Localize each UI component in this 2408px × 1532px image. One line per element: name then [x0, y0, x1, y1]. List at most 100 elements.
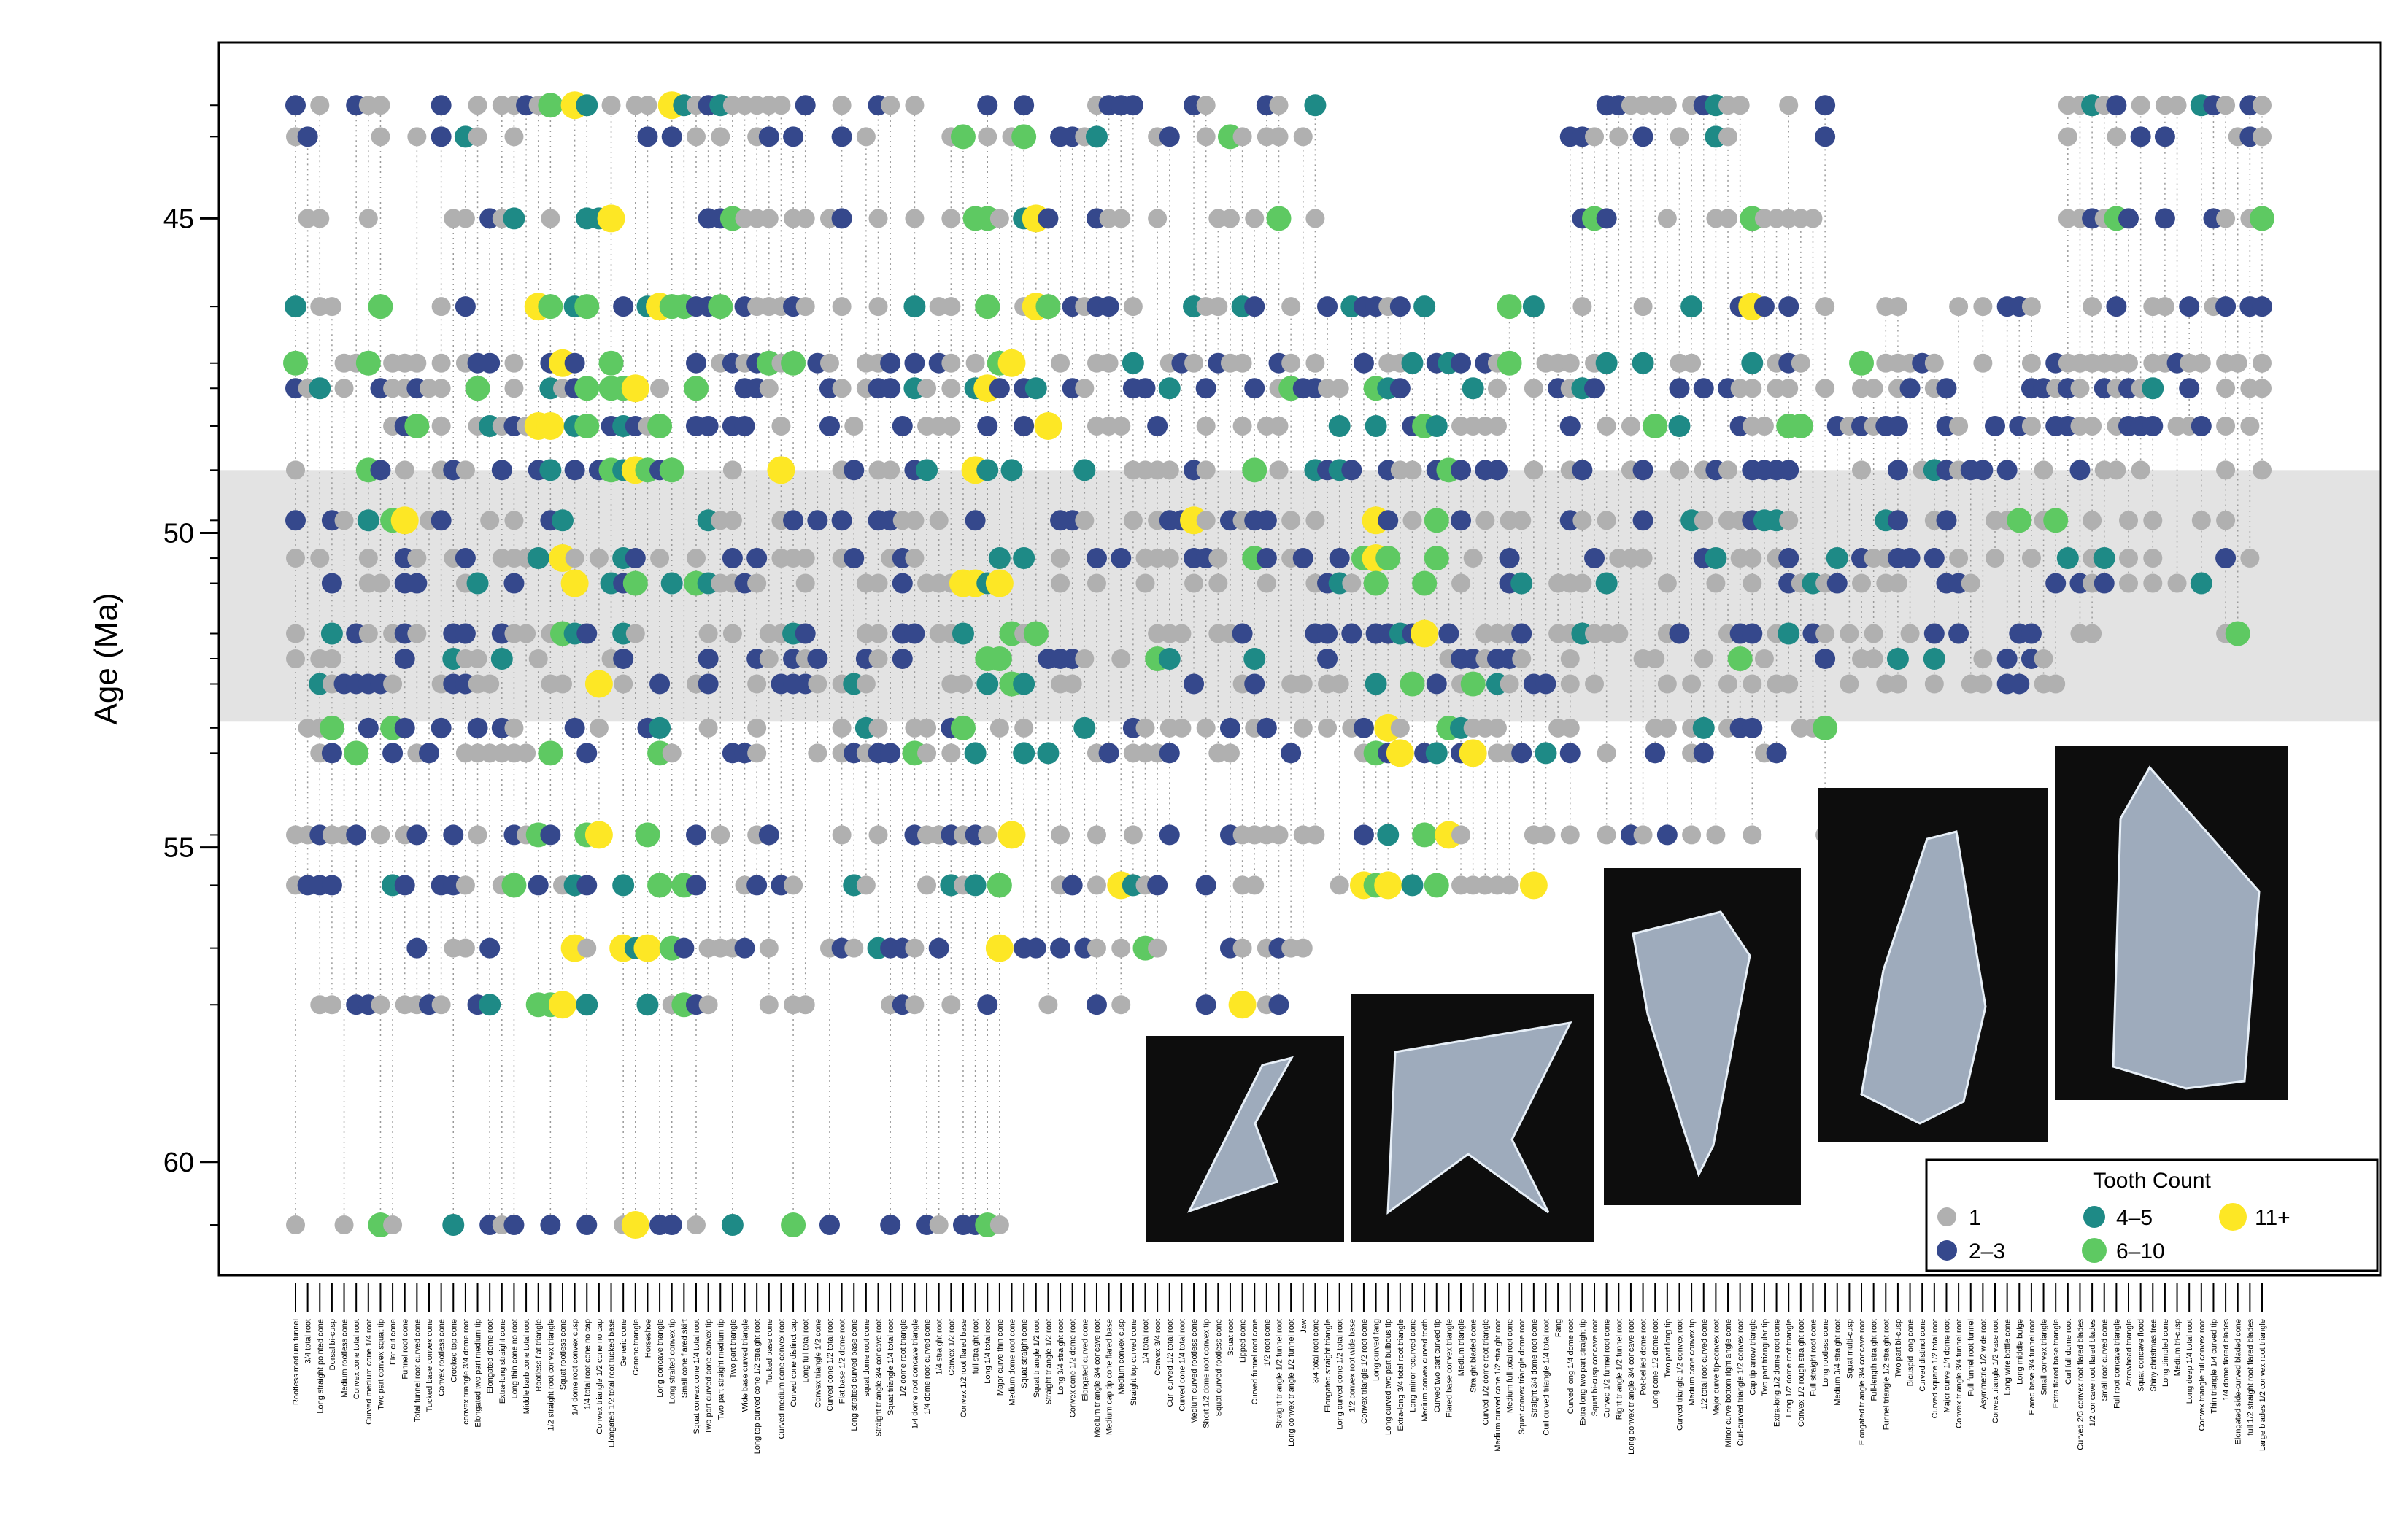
- y-tick-label: 60: [163, 1148, 194, 1178]
- occurrence-point: [1779, 96, 1799, 115]
- occurrence-point: [2107, 460, 2126, 480]
- category-label: Long 3/4 straight root: [1057, 1319, 1065, 1395]
- occurrence-point: [358, 209, 378, 228]
- category-label: Curved cone distinct cap: [790, 1319, 798, 1407]
- occurrence-point: [758, 824, 779, 846]
- occurrence-point: [1572, 297, 1592, 317]
- occurrence-point: [576, 94, 598, 117]
- category-label: Squat triangle 1/4 total root: [887, 1319, 895, 1415]
- occurrence-point: [1669, 378, 1690, 399]
- occurrence-point: [2106, 95, 2127, 116]
- occurrence-point: [1535, 673, 1556, 695]
- occurrence-point: [576, 875, 598, 896]
- occurrence-point: [633, 934, 662, 962]
- occurrence-point: [1668, 414, 1691, 437]
- occurrence-point: [1864, 624, 1883, 643]
- occurrence-point: [771, 416, 791, 436]
- occurrence-point: [1585, 674, 1605, 694]
- occurrence-point: [1438, 623, 1459, 644]
- category-label: 1/4 dome flared blades: [2222, 1319, 2231, 1401]
- occurrence-point: [1840, 674, 1859, 694]
- occurrence-point: [1135, 378, 1156, 399]
- occurrence-point: [880, 378, 901, 399]
- occurrence-point: [285, 295, 306, 318]
- occurrence-point: [880, 743, 901, 764]
- category-label: Long 1/4 total root: [984, 1319, 992, 1384]
- occurrence-point: [286, 624, 305, 643]
- occurrence-point: [1147, 415, 1168, 436]
- occurrence-point: [2179, 296, 2200, 317]
- x-axis: Rootless medium funnel 3/4 total root Long…: [292, 1283, 2267, 1455]
- occurrence-point: [844, 416, 864, 436]
- occurrence-point: [659, 457, 684, 483]
- occurrence-point: [564, 460, 585, 481]
- occurrence-point: [455, 875, 475, 895]
- occurrence-point: [1330, 379, 1349, 398]
- category-label: Rootless flat triangle: [535, 1319, 544, 1392]
- occurrence-point: [1743, 674, 1762, 694]
- occurrence-point: [501, 873, 527, 898]
- occurrence-point: [1803, 209, 1823, 228]
- occurrence-point: [2119, 573, 2139, 593]
- occurrence-point: [1232, 416, 1252, 436]
- occurrence-point: [1305, 825, 1325, 845]
- category-label: 1/4 straight root: [935, 1319, 944, 1374]
- category-label: 1/2 root cone: [1263, 1319, 1272, 1366]
- occurrence-point: [989, 209, 1009, 228]
- occurrence-point: [1459, 739, 1487, 767]
- occurrence-point: [1023, 621, 1049, 646]
- category-label: Curved distinct cone: [1918, 1319, 1927, 1392]
- occurrence-point: [1317, 296, 1338, 317]
- occurrence-point: [625, 624, 645, 643]
- occurrence-point: [1220, 743, 1240, 763]
- occurrence-point: [1680, 295, 1703, 318]
- occurrence-point: [2154, 126, 2175, 147]
- occurrence-point: [1075, 511, 1095, 530]
- occurrence-point: [2034, 460, 2053, 480]
- occurrence-point: [1923, 623, 1945, 644]
- occurrence-point: [2043, 508, 2069, 533]
- occurrence-point: [1936, 510, 1957, 531]
- occurrence-point: [1377, 824, 1400, 846]
- occurrence-point: [1633, 297, 1653, 317]
- occurrence-point: [584, 670, 613, 698]
- occurrence-point: [686, 127, 706, 147]
- occurrence-point: [1536, 825, 1556, 845]
- occurrence-point: [1123, 511, 1143, 530]
- occurrence-point: [2107, 127, 2126, 147]
- occurrence-point: [1424, 546, 1449, 571]
- occurrence-point: [734, 937, 755, 959]
- occurrence-point: [2106, 296, 2127, 317]
- category-label: Lipped cone: [1239, 1319, 1248, 1363]
- occurrence-point: [383, 1215, 403, 1235]
- occurrence-point: [950, 124, 976, 150]
- occurrence-point: [1196, 416, 1216, 436]
- occurrence-point: [722, 460, 742, 480]
- occurrence-point: [1184, 353, 1204, 373]
- occurrence-point: [1024, 377, 1047, 400]
- occurrence-point: [285, 95, 306, 116]
- occurrence-point: [647, 873, 673, 898]
- occurrence-point: [2119, 353, 2139, 373]
- occurrence-point: [431, 416, 451, 436]
- occurrence-point: [1961, 573, 1980, 593]
- occurrence-point: [2190, 572, 2212, 595]
- occurrence-point: [310, 549, 330, 568]
- occurrence-point: [722, 548, 743, 569]
- legend-label: 6–10: [2116, 1239, 2165, 1264]
- occurrence-point: [574, 294, 600, 320]
- occurrence-point: [1363, 570, 1389, 596]
- occurrence-point: [1585, 127, 1605, 147]
- occurrence-point: [1815, 297, 1835, 317]
- occurrence-point: [1318, 718, 1338, 738]
- occurrence-point: [1013, 742, 1035, 765]
- occurrence-point: [2070, 379, 2090, 398]
- occurrence-point: [2191, 511, 2211, 530]
- occurrence-point: [880, 1215, 901, 1236]
- occurrence-point: [1985, 415, 2006, 436]
- occurrence-point: [2216, 209, 2236, 228]
- occurrence-point: [722, 511, 742, 530]
- occurrence-point: [2240, 416, 2260, 436]
- occurrence-point: [1632, 352, 1654, 374]
- occurrence-point: [1073, 716, 1096, 739]
